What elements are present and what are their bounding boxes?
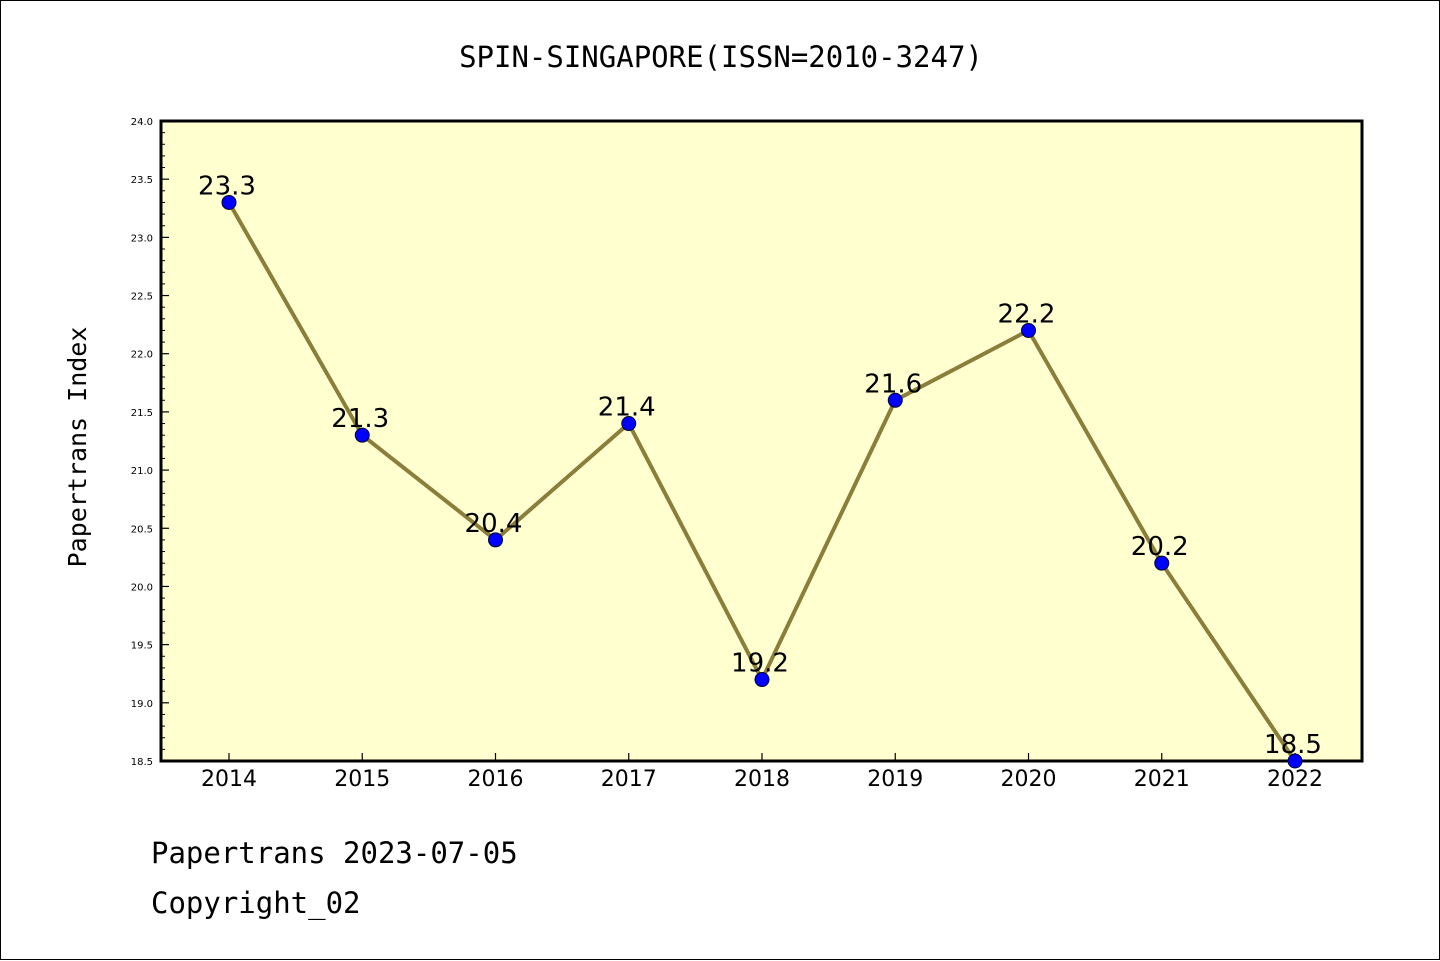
data-label: 23.3 bbox=[198, 171, 256, 201]
y-tick-label: 23.0 bbox=[131, 233, 153, 244]
x-tick-label: 2017 bbox=[601, 767, 657, 792]
data-label: 19.2 bbox=[731, 649, 789, 679]
y-tick-label: 21.5 bbox=[131, 408, 153, 419]
y-tick-label: 18.5 bbox=[131, 757, 153, 768]
x-tick-label: 2014 bbox=[201, 767, 257, 792]
data-label: 22.2 bbox=[998, 299, 1056, 329]
x-axis: 2014 2015 2016 2017 2018 2019 2020 2021 2022 bbox=[201, 753, 1323, 792]
footer-copyright: Copyright_02 bbox=[151, 886, 361, 920]
data-label: 21.3 bbox=[331, 404, 389, 434]
y-axis-label: Papertrans Index bbox=[63, 327, 92, 568]
data-point bbox=[354, 427, 370, 443]
x-tick-label: 2021 bbox=[1134, 767, 1190, 792]
data-point bbox=[1287, 753, 1303, 769]
y-tick-label: 22.5 bbox=[131, 292, 153, 303]
data-point bbox=[488, 532, 503, 548]
x-tick-label: 2015 bbox=[334, 767, 390, 792]
y-tick-label: 19.0 bbox=[131, 699, 153, 710]
data-label: 18.5 bbox=[1264, 730, 1322, 760]
data-point bbox=[754, 672, 770, 688]
y-axis: 18.5 19.0 19.5 20.0 20.5 21.0 21.5 22.0 22.5 23.0… bbox=[131, 117, 169, 768]
chart-title: SPIN-SINGAPORE(ISSN=2010-3247) bbox=[459, 40, 983, 74]
data-point bbox=[621, 416, 637, 432]
x-tick-label: 2020 bbox=[1001, 767, 1057, 792]
data-label: 20.4 bbox=[465, 509, 523, 539]
y-tick-label: 22.0 bbox=[131, 350, 153, 361]
y-tick-label: 24.0 bbox=[131, 117, 153, 128]
y-tick-label: 21.0 bbox=[131, 466, 153, 477]
x-tick-label: 2022 bbox=[1267, 767, 1323, 792]
x-tick-label: 2019 bbox=[867, 767, 923, 792]
data-point bbox=[1154, 555, 1170, 571]
footer-date: Papertrans 2023-07-05 bbox=[151, 836, 518, 870]
y-tick-label: 20.0 bbox=[131, 582, 153, 593]
data-label: 20.2 bbox=[1131, 532, 1189, 562]
data-point bbox=[1021, 322, 1036, 338]
y-tick-label: 23.5 bbox=[131, 175, 153, 186]
y-tick-label: 19.5 bbox=[131, 641, 153, 652]
data-label: 21.6 bbox=[864, 369, 922, 399]
x-tick-label: 2018 bbox=[734, 767, 790, 792]
data-point bbox=[887, 392, 903, 408]
y-tick-label: 20.5 bbox=[131, 524, 153, 535]
x-tick-label: 2016 bbox=[468, 767, 524, 792]
series-layer: 23.3 21.3 20.4 21.4 19.2 21.6 22.2 20.2 18.5 bbox=[198, 171, 1322, 769]
data-label: 21.4 bbox=[598, 393, 656, 423]
data-point bbox=[221, 194, 237, 210]
